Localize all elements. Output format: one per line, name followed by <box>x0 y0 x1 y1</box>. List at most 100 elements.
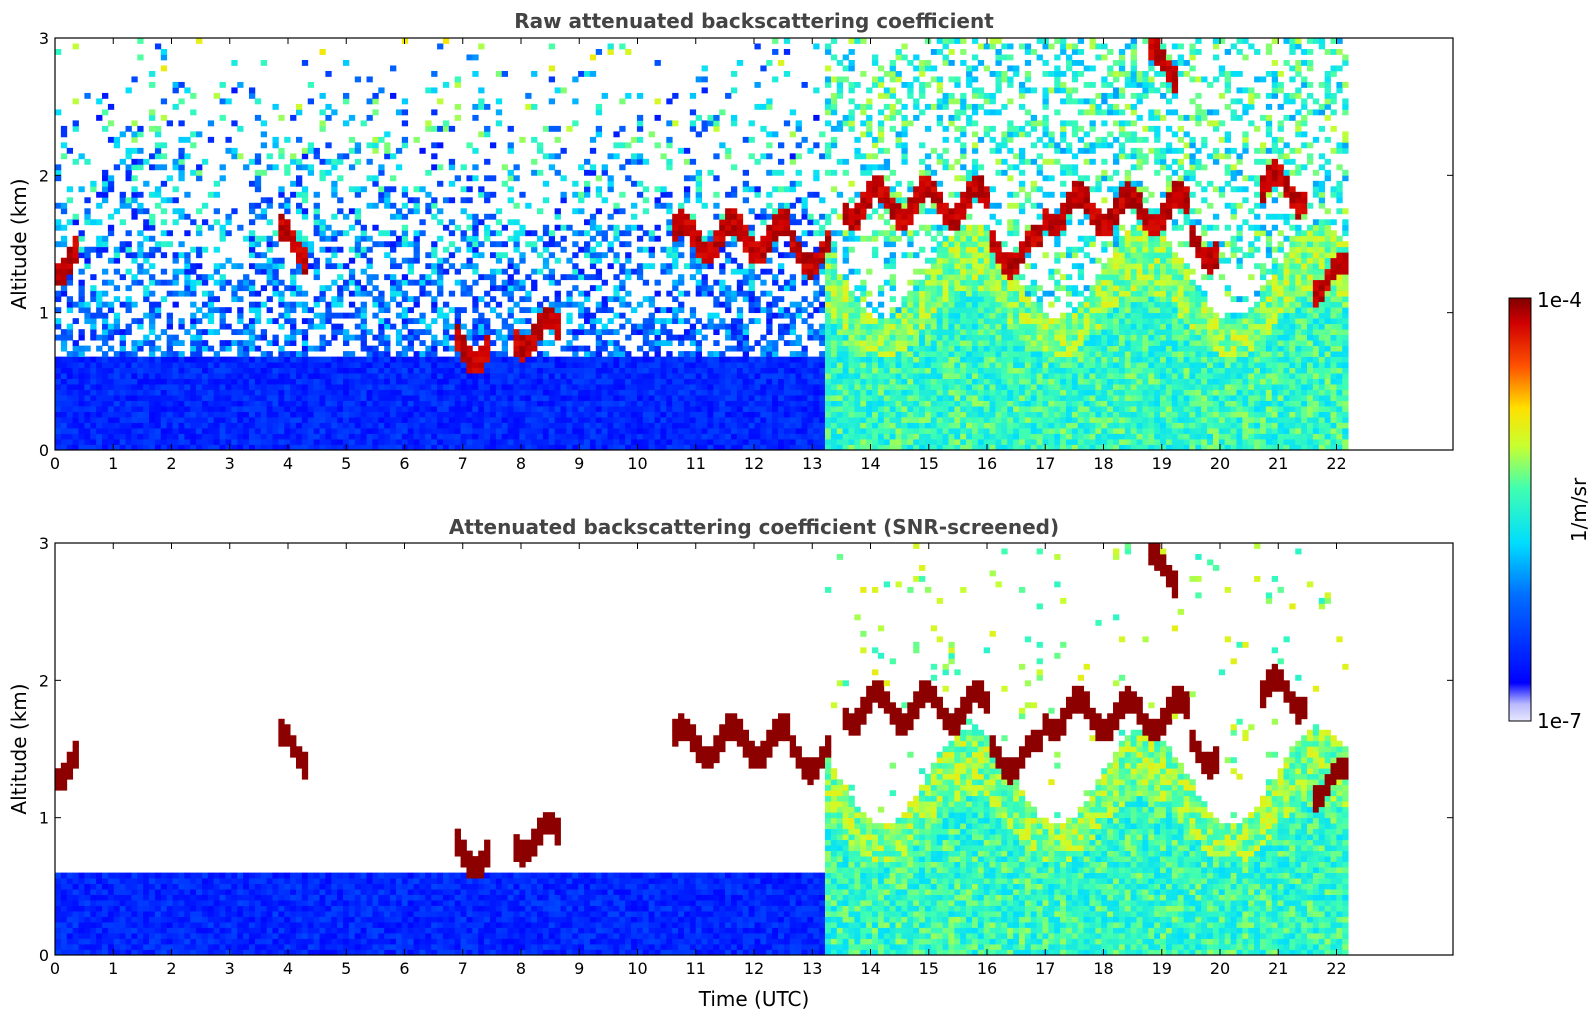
heatmap-cell <box>137 191 144 198</box>
heatmap-cell <box>213 351 220 358</box>
heatmap-cell <box>354 411 362 418</box>
heatmap-cell <box>190 400 197 407</box>
heatmap-cell <box>90 422 97 429</box>
heatmap-cell <box>472 334 479 341</box>
heatmap-cell <box>536 406 544 412</box>
heatmap-cell <box>854 345 861 352</box>
heatmap-cell <box>313 202 320 209</box>
heatmap-cell <box>301 241 309 248</box>
heatmap-cell <box>225 356 232 363</box>
heatmap-cell <box>413 395 420 401</box>
heatmap-cell <box>160 268 168 275</box>
heatmap-cell <box>631 395 638 401</box>
heatmap-cell <box>725 367 732 374</box>
heatmap-cell <box>695 433 702 440</box>
heatmap-cell <box>825 252 832 259</box>
heatmap-cell <box>325 307 332 314</box>
heatmap-cell <box>325 389 332 396</box>
heatmap-cell <box>154 406 162 412</box>
heatmap-cell <box>107 323 115 330</box>
heatmap-cell <box>742 367 749 374</box>
heatmap-cell <box>190 428 197 434</box>
heatmap-cell <box>584 219 591 226</box>
heatmap-cell <box>636 384 644 390</box>
heatmap-cell <box>84 422 91 429</box>
heatmap-cell <box>860 208 867 215</box>
heatmap-cell <box>695 400 702 407</box>
heatmap-cell <box>337 439 344 445</box>
heatmap-cell <box>296 191 303 198</box>
heatmap-cell <box>325 373 332 379</box>
heatmap-cell <box>319 312 326 319</box>
heatmap-cell <box>801 400 808 407</box>
heatmap-cell <box>860 296 867 303</box>
heatmap-cell <box>860 384 867 390</box>
heatmap-cell <box>360 186 367 193</box>
heatmap-cell <box>507 285 514 292</box>
heatmap-cell <box>607 180 614 187</box>
heatmap-cell <box>713 439 720 445</box>
heatmap-cell <box>55 224 62 231</box>
heatmap-cell <box>172 334 179 341</box>
heatmap-cell <box>319 175 326 182</box>
heatmap-cell <box>172 164 179 171</box>
heatmap-cell <box>254 252 262 259</box>
heatmap-cell <box>137 406 144 412</box>
heatmap-cell <box>78 153 85 160</box>
heatmap-cell <box>683 400 691 407</box>
heatmap-cell <box>536 329 544 336</box>
heatmap-cell <box>66 351 74 358</box>
heatmap-cell <box>678 367 685 374</box>
heatmap-cell <box>442 345 450 352</box>
heatmap-cell <box>625 356 632 363</box>
heatmap-cell <box>519 345 526 352</box>
heatmap-cell <box>672 389 679 396</box>
heatmap-cell <box>55 439 62 445</box>
heatmap-cell <box>319 367 326 374</box>
heatmap-cell <box>66 400 74 407</box>
heatmap-cell <box>625 444 632 450</box>
heatmap-cell <box>384 301 391 308</box>
heatmap-cell <box>190 334 197 341</box>
heatmap-cell <box>719 109 726 116</box>
heatmap-cell <box>842 213 849 220</box>
heatmap-cell <box>207 406 215 412</box>
heatmap-cell <box>366 367 373 374</box>
heatmap-cell <box>760 411 767 418</box>
heatmap-cell <box>243 389 250 396</box>
heatmap-cell <box>736 439 744 445</box>
heatmap-cell <box>296 208 303 215</box>
heatmap-cell <box>296 444 303 450</box>
heatmap-cell <box>672 213 679 220</box>
heatmap-cell <box>760 345 767 352</box>
heatmap-cell <box>848 400 855 407</box>
heatmap-cell <box>343 433 350 440</box>
heatmap-cell <box>60 356 68 363</box>
heatmap-cell <box>725 356 732 363</box>
heatmap-cell <box>648 345 655 352</box>
heatmap-cell <box>437 274 444 281</box>
heatmap-cell <box>672 252 679 259</box>
heatmap-cell <box>431 433 438 440</box>
heatmap-cell <box>531 378 538 385</box>
heatmap-cell <box>825 428 832 434</box>
heatmap-cell <box>425 87 432 94</box>
heatmap-cell <box>366 422 373 429</box>
heatmap-cell <box>772 433 779 440</box>
heatmap-cell <box>848 120 855 127</box>
heatmap-cell <box>254 202 262 209</box>
heatmap-cell <box>842 329 849 336</box>
heatmap-cell <box>783 340 791 347</box>
heatmap-cell <box>548 235 556 242</box>
heatmap-cell <box>395 433 403 440</box>
heatmap-cell <box>460 279 467 286</box>
heatmap-cell <box>472 384 479 390</box>
heatmap-cell <box>119 373 126 379</box>
heatmap-cell <box>454 114 461 121</box>
heatmap-cell <box>248 362 256 368</box>
heatmap-cell <box>231 59 238 66</box>
heatmap-cell <box>401 395 409 401</box>
heatmap-cell <box>290 406 297 412</box>
heatmap-cell <box>143 340 150 347</box>
heatmap-cell <box>531 422 538 429</box>
